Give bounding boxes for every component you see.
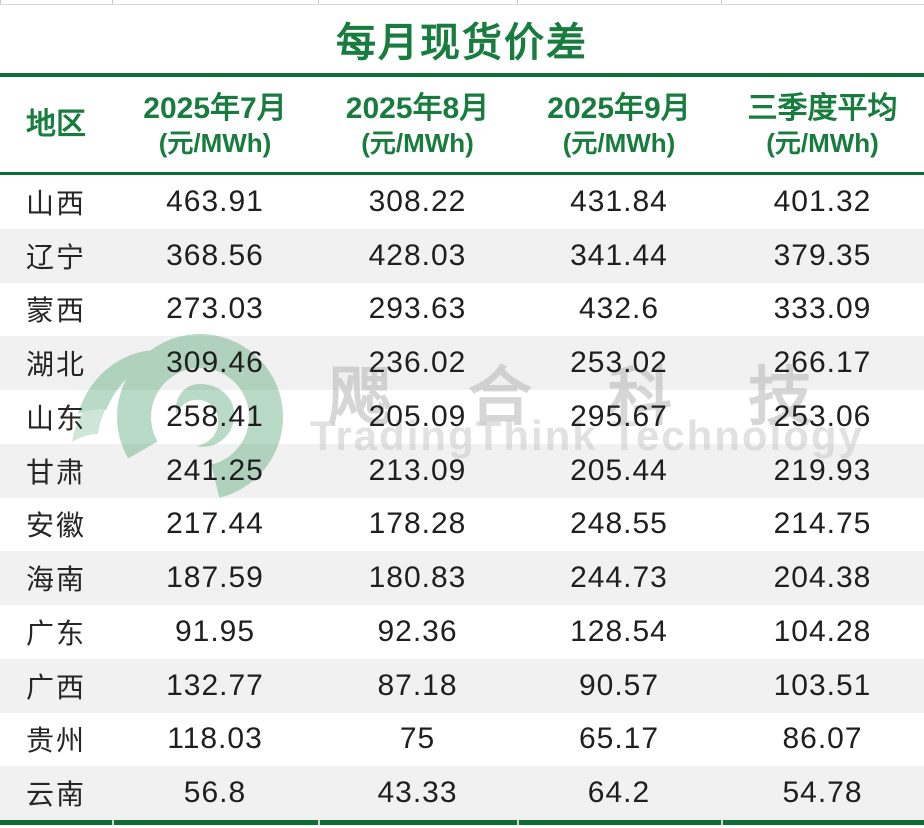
value-cell: 56.8 [183, 776, 247, 810]
value-cell: 90.57 [578, 668, 660, 702]
value-cell: 87.18 [377, 668, 458, 702]
value-cell: 463.91 [166, 184, 264, 218]
top-gridline-strip [0, 0, 924, 5]
value-cell: 128.54 [570, 614, 668, 648]
region-cell: 湖北 [25, 349, 86, 381]
value-cell: 204.38 [773, 561, 872, 595]
gridline-tick [318, 0, 319, 4]
header-divider-rule [0, 172, 924, 175]
value-cell: 253.02 [570, 346, 668, 380]
value-cell: 64.2 [587, 776, 651, 810]
gridline-tick [0, 0, 1, 4]
value-cell: 217.44 [166, 507, 264, 541]
value-cell: 118.03 [167, 722, 263, 756]
value-cell: 180.83 [368, 561, 467, 595]
value-cell: 187.59 [166, 561, 264, 595]
value-cell: 253.06 [773, 399, 872, 433]
value-cell: 213.09 [368, 453, 467, 487]
value-cell: 309.46 [166, 346, 264, 380]
table-row: 辽宁 368.56 428.03 341.44 379.35 [0, 228, 924, 283]
value-cell: 248.55 [570, 507, 668, 541]
header-july: 2025年7月 (元/MWh) [143, 91, 287, 159]
table-row: 蒙西 273.03 293.63 432.6 333.09 [0, 283, 924, 337]
value-cell: 308.22 [368, 184, 467, 218]
table-row: 湖北 309.46 236.02 253.02 266.17 [0, 336, 924, 390]
region-cell: 山西 [25, 187, 86, 219]
value-cell: 432.6 [578, 292, 660, 326]
value-cell: 333.09 [773, 292, 872, 326]
value-cell: 104.28 [773, 614, 872, 648]
header-q3-average: 三季度平均 (元/MWh) [747, 91, 898, 159]
value-cell: 205.09 [368, 399, 467, 433]
region-cell: 云南 [25, 779, 86, 811]
value-cell: 92.36 [377, 614, 458, 648]
table-row: 甘肃 241.25 213.09 205.44 219.93 [0, 443, 924, 498]
value-cell: 91.95 [174, 614, 256, 648]
value-cell: 103.51 [773, 668, 872, 702]
gridline-tick [517, 0, 518, 4]
region-cell: 贵州 [25, 725, 86, 757]
region-cell: 广西 [25, 671, 86, 703]
header-september: 2025年9月 (元/MWh) [547, 91, 691, 159]
value-cell: 178.28 [368, 507, 467, 541]
gridline-notch [112, 820, 114, 825]
table-row: 云南 56.8 43.33 64.2 54.78 [0, 766, 924, 820]
value-cell: 241.25 [166, 453, 264, 487]
gridline-notch [318, 820, 320, 825]
region-cell: 安徽 [25, 510, 86, 542]
title-divider-rule [0, 73, 924, 77]
region-cell: 山东 [25, 402, 86, 434]
region-cell: 海南 [25, 564, 86, 596]
gridline-tick [721, 0, 722, 4]
table-row: 山西 463.91 308.22 431.84 401.32 [0, 175, 924, 229]
value-cell: 75 [399, 722, 436, 756]
table-row: 海南 187.59 180.83 244.73 204.38 [0, 551, 924, 605]
region-cell: 蒙西 [25, 295, 86, 327]
gridline-notch [721, 820, 723, 825]
header-region: 地区 [26, 107, 86, 141]
value-cell: 54.78 [782, 776, 863, 810]
value-cell: 65.17 [578, 722, 660, 756]
title-band: 每月现货价差 [0, 5, 924, 73]
value-cell: 236.02 [368, 346, 467, 380]
header-august: 2025年8月 (元/MWh) [345, 91, 490, 159]
table-body: 山西 463.91 308.22 431.84 401.32 辽宁 368.56… [0, 175, 924, 820]
table-bottom-rule [0, 820, 924, 825]
gridline-tick [112, 0, 113, 4]
value-cell: 379.35 [773, 238, 872, 272]
table-row: 山东 258.41 205.09 295.67 253.06 [0, 390, 924, 444]
table-row: 安徽 217.44 178.28 248.55 214.75 [0, 498, 924, 552]
value-cell: 266.17 [773, 346, 872, 380]
table-row: 广东 91.95 92.36 128.54 104.28 [0, 605, 924, 659]
value-cell: 428.03 [368, 238, 467, 272]
value-cell: 258.41 [166, 399, 264, 433]
value-cell: 293.63 [368, 292, 467, 326]
page-title: 每月现货价差 [336, 21, 588, 65]
value-cell: 273.03 [166, 292, 264, 326]
region-cell: 辽宁 [25, 241, 86, 273]
value-cell: 368.56 [166, 238, 264, 272]
value-cell: 132.77 [166, 668, 264, 702]
table-header: 地区 2025年7月 (元/MWh) 2025年8月 (元/MWh) 2025年… [0, 77, 924, 172]
value-cell: 214.75 [773, 507, 872, 541]
value-cell: 244.73 [570, 561, 668, 595]
value-cell: 295.67 [570, 399, 668, 433]
gridline-notch [517, 820, 519, 825]
region-cell: 甘肃 [25, 456, 86, 488]
value-cell: 86.07 [782, 722, 863, 756]
region-cell: 广东 [25, 617, 86, 649]
value-cell: 431.84 [570, 184, 668, 218]
value-cell: 43.33 [377, 776, 458, 810]
value-cell: 219.93 [773, 453, 872, 487]
value-cell: 401.32 [773, 184, 872, 218]
value-cell: 205.44 [570, 453, 668, 487]
value-cell: 341.44 [570, 238, 668, 272]
table-row: 广西 132.77 87.18 90.57 103.51 [0, 658, 924, 713]
table-row: 贵州 118.03 75 65.17 86.07 [0, 713, 924, 767]
